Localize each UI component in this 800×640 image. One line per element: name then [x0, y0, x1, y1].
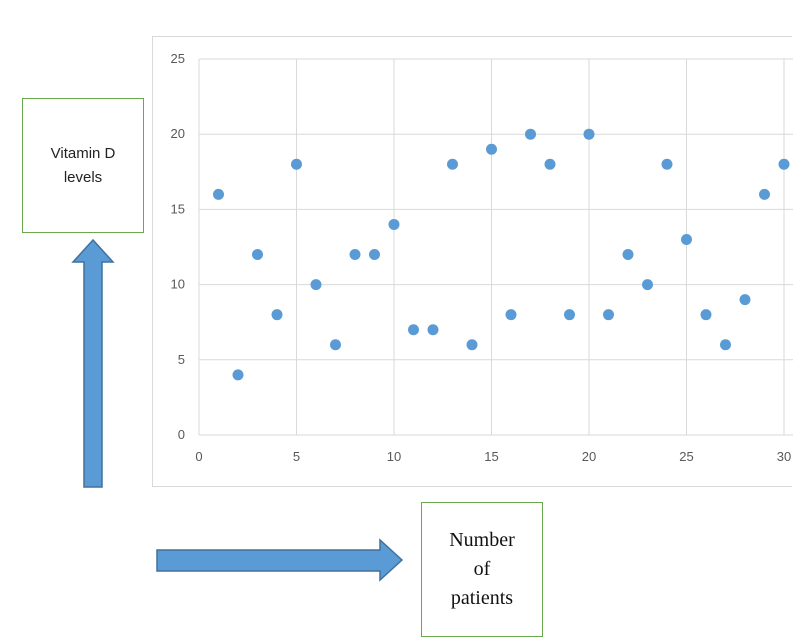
data-point [252, 249, 263, 261]
y-tick-label: 20 [171, 126, 185, 141]
data-point [213, 188, 224, 200]
data-point [622, 249, 634, 261]
data-point [505, 309, 517, 321]
data-point [583, 128, 595, 140]
data-point [466, 339, 478, 351]
y-tick-label: 5 [178, 352, 185, 367]
x-tick-label: 30 [777, 449, 791, 464]
x-tick-label: 20 [582, 449, 596, 464]
x-tick-label: 0 [195, 449, 202, 464]
data-point [544, 158, 556, 170]
y-tick-label: 0 [178, 427, 185, 442]
y-tick-label: 10 [171, 277, 185, 292]
right-arrow-icon [156, 538, 404, 582]
data-point [427, 324, 439, 336]
data-point [310, 279, 322, 291]
data-point [603, 309, 614, 321]
data-point [271, 309, 283, 321]
data-point [369, 249, 380, 261]
data-points [213, 128, 790, 381]
data-point [759, 188, 770, 200]
data-point [291, 158, 302, 170]
x-axis-label: Number of patients [449, 529, 515, 609]
up-arrow-icon [71, 238, 115, 488]
data-point [408, 324, 419, 336]
data-point [564, 309, 575, 321]
x-tick-label: 5 [293, 449, 300, 464]
data-point [642, 279, 653, 291]
tick-labels: 0 5 10 15 20 25 0 5 10 15 20 25 30 [171, 51, 792, 464]
data-point [447, 158, 458, 170]
x-tick-label: 25 [679, 449, 693, 464]
data-point [739, 294, 751, 306]
data-point [681, 233, 692, 245]
data-point [330, 339, 341, 351]
x-tick-label: 15 [484, 449, 498, 464]
data-point [388, 218, 400, 230]
data-point [486, 143, 497, 155]
gridlines [198, 58, 793, 436]
data-point [778, 158, 790, 170]
data-point [700, 309, 712, 321]
data-point [232, 369, 244, 381]
chart-frame: 0 5 10 15 20 25 0 5 10 15 20 25 30 [152, 36, 793, 487]
data-point [349, 249, 361, 261]
x-axis-label-box: Number of patients [421, 502, 543, 637]
y-axis-label: Vitamin D levels [50, 144, 116, 186]
y-axis-label-box: Vitamin D levels [22, 98, 144, 233]
data-point [661, 158, 673, 170]
x-tick-label: 10 [387, 449, 401, 464]
y-tick-label: 15 [171, 201, 185, 216]
data-point [720, 339, 731, 351]
y-tick-label: 25 [171, 51, 185, 66]
data-point [525, 128, 536, 140]
scatter-plot: 0 5 10 15 20 25 0 5 10 15 20 25 30 [171, 51, 793, 464]
